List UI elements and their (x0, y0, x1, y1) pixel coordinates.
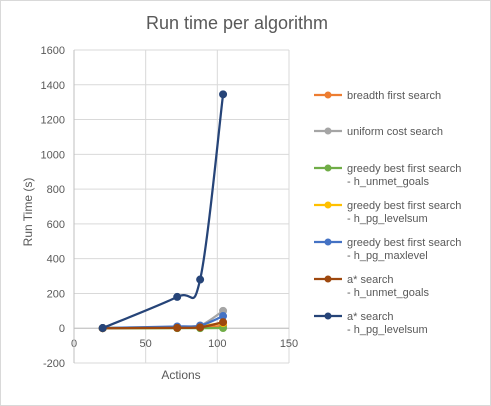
chart-title: Run time per algorithm (146, 13, 328, 33)
legend-label: uniform cost search (347, 126, 443, 138)
legend-label: - h_unmet_goals (347, 287, 429, 299)
y-tick-label: 1600 (41, 45, 65, 57)
legend-swatch-marker (324, 91, 332, 99)
legend-item: a* search- h_pg_levelsum (314, 311, 428, 336)
data-point (98, 324, 107, 333)
data-point (173, 323, 182, 332)
legend-swatch-marker (324, 238, 332, 246)
y-tick-label: 600 (47, 219, 65, 231)
legend: breadth first search uniform cost search g… (314, 90, 461, 336)
legend-label: - h_unmet_goals (347, 176, 429, 188)
y-tick-label: 1400 (41, 80, 65, 92)
y-tick-label: -200 (43, 358, 65, 370)
y-tick-label: 800 (47, 184, 65, 196)
y-tick-label: 0 (59, 323, 65, 335)
legend-item: a* search- h_unmet_goals (314, 274, 429, 299)
data-point (196, 275, 205, 284)
data-point (219, 90, 228, 99)
series-line (102, 321, 224, 330)
legend-label: - h_pg_levelsum (347, 324, 428, 336)
legend-item: greedy best first search- h_unmet_goals (314, 163, 461, 188)
y-tick-label: 200 (47, 288, 65, 300)
legend-label: a* search (347, 274, 393, 286)
series-7 (98, 90, 228, 333)
y-tick-label: 1200 (41, 115, 65, 127)
x-tick-label: 50 (140, 338, 152, 350)
legend-label: - h_pg_levelsum (347, 213, 428, 225)
axes: -200020040060080010001200140016000501001… (41, 45, 299, 370)
data-point (196, 323, 205, 332)
legend-item: uniform cost search (314, 126, 443, 138)
legend-swatch-marker (324, 275, 332, 283)
legend-label: - h_pg_maxlevel (347, 250, 428, 262)
y-axis-title: Run Time (s) (21, 178, 35, 247)
legend-swatch-marker (324, 127, 332, 135)
legend-label: a* search (347, 311, 393, 323)
x-tick-label: 150 (280, 338, 298, 350)
gridlines (73, 49, 290, 364)
legend-item: greedy best first search- h_pg_maxlevel (314, 237, 461, 262)
legend-label: greedy best first search (347, 200, 461, 212)
legend-swatch-marker (324, 164, 332, 172)
legend-label: greedy best first search (347, 163, 461, 175)
y-tick-label: 1000 (41, 149, 65, 161)
legend-item: breadth first search (314, 90, 441, 102)
x-axis-title: Actions (161, 368, 200, 382)
plot-series (98, 90, 228, 333)
legend-label: greedy best first search (347, 237, 461, 249)
legend-swatch-marker (324, 201, 332, 209)
legend-label: breadth first search (347, 90, 441, 102)
data-point (219, 318, 228, 327)
x-tick-label: 100 (208, 338, 226, 350)
series-line (102, 94, 225, 330)
legend-item: greedy best first search- h_pg_levelsum (314, 200, 461, 225)
data-point (173, 292, 182, 301)
y-tick-label: 400 (47, 254, 65, 266)
legend-swatch-marker (324, 312, 332, 320)
